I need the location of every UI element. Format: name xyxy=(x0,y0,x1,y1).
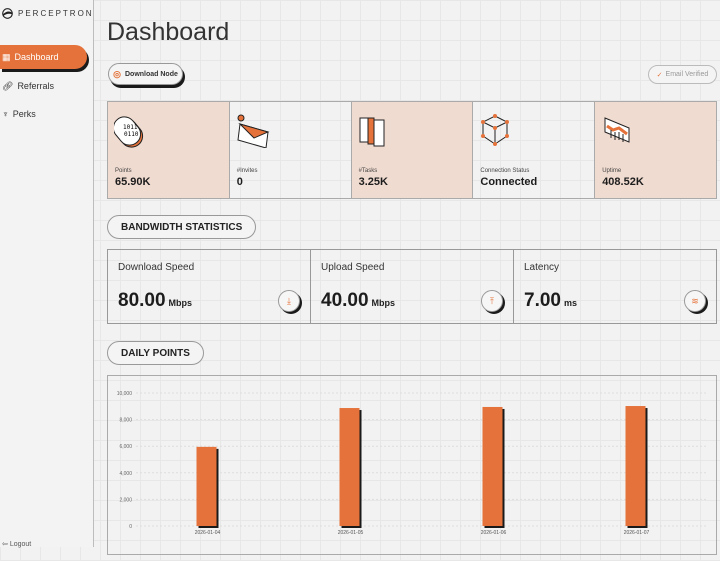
logout-label: Logout xyxy=(9,541,32,548)
bar xyxy=(625,406,646,526)
upload-speed-label: Upload Speed xyxy=(321,262,385,273)
stat-tasks: #Tasks 3.25K xyxy=(351,102,474,198)
brand-name: PERCEPTRON xyxy=(18,9,94,18)
stat-value: 65.90K xyxy=(115,176,151,188)
sidebar: PERCEPTRON ▦ Dashboard 🔗︎ Referrals ♆ Perks… xyxy=(0,0,94,548)
value-unit: Mbps xyxy=(168,298,193,308)
sidebar-item-label: Perks xyxy=(12,109,36,119)
value-unit: ms xyxy=(563,298,577,308)
value-number: 40.00 xyxy=(321,290,369,311)
bar xyxy=(196,446,217,526)
bar xyxy=(482,406,503,526)
value-number: 80.00 xyxy=(118,290,166,311)
svg-text:0110: 0110 xyxy=(124,131,139,138)
y-tick-label: 0 xyxy=(129,524,132,530)
trophy-icon: ♆ xyxy=(2,109,9,119)
daily-points-chart: 0 2,000 4,000 6,000 8,000 10,000 2026-01-04 202… xyxy=(107,375,717,555)
email-verified-button[interactable]: ✓ Email Verified xyxy=(648,65,717,84)
link-icon: 🔗︎ xyxy=(2,80,14,91)
sidebar-item-label: Dashboard xyxy=(14,52,59,62)
books-icon xyxy=(359,117,385,147)
stats-row: 1011 0110 Points 65.90K #Invites 0 #Tasks… xyxy=(107,101,717,199)
stat-label: Connection Status xyxy=(480,168,530,174)
stat-invites: #Invites 0 xyxy=(230,102,352,198)
bar-chart-icon xyxy=(604,117,630,143)
stat-label: #Tasks xyxy=(358,168,378,174)
download-speed-card: Download Speed 80.00 Mbps ⤓ xyxy=(108,250,311,323)
x-tick-label: 2026-01-04 xyxy=(195,530,221,536)
sidebar-item-referrals[interactable]: 🔗︎ Referrals xyxy=(0,74,87,98)
upload-speed-value: 40.00 Mbps xyxy=(321,290,395,312)
stat-value: Connected xyxy=(480,176,538,188)
bandwidth-statistics-heading: BANDWIDTH STATISTICS xyxy=(107,215,257,239)
page-title: Dashboard xyxy=(107,18,230,46)
value-unit: Mbps xyxy=(371,298,396,308)
stat-value: 0 xyxy=(236,176,243,188)
latency-label: Latency xyxy=(524,262,560,273)
grid-icon: ▦ xyxy=(2,51,11,62)
upload-speed-card: Upload Speed 40.00 Mbps ⤒ xyxy=(311,250,514,323)
daily-points-heading: DAILY POINTS xyxy=(107,341,204,365)
stat-label: Uptime xyxy=(602,168,622,174)
bandwidth-panel: Download Speed 80.00 Mbps ⤓ Upload Speed … xyxy=(107,249,717,324)
svg-text:1011: 1011 xyxy=(123,124,138,131)
wifi-icon[interactable]: ≋ xyxy=(684,290,706,312)
sidebar-item-perks[interactable]: ♆ Perks xyxy=(0,102,87,126)
sidebar-item-label: Referrals xyxy=(17,81,54,91)
perceptron-logo-icon xyxy=(2,8,13,19)
logo: PERCEPTRON xyxy=(2,8,94,19)
logout-button[interactable]: ⇦ Logout xyxy=(2,541,32,548)
bar xyxy=(339,408,360,526)
download-node-icon: ◎ xyxy=(113,68,121,79)
stat-uptime: Uptime 408.52K xyxy=(595,102,716,198)
download-speed-label: Download Speed xyxy=(118,262,195,273)
value-number: 7.00 xyxy=(524,290,561,311)
stat-label: #Invites xyxy=(236,168,258,174)
y-tick-label: 2,000 xyxy=(119,497,132,503)
email-verified-label: Email Verified xyxy=(665,71,709,78)
x-tick-label: 2026-01-05 xyxy=(338,530,364,536)
sidebar-item-dashboard[interactable]: ▦ Dashboard xyxy=(0,45,87,69)
download-node-button[interactable]: ◎ Download Node xyxy=(108,63,183,85)
download-node-label: Download Node xyxy=(124,70,178,78)
bar-chart: 0 2,000 4,000 6,000 8,000 10,000 2026-01-04 202… xyxy=(117,391,708,536)
latency-card: Latency 7.00 ms ≋ xyxy=(514,250,716,323)
upload-icon[interactable]: ⤒ xyxy=(481,290,503,312)
y-tick-label: 6,000 xyxy=(119,444,132,450)
download-icon[interactable]: ⤓ xyxy=(278,290,300,312)
envelope-icon xyxy=(237,114,270,148)
y-tick-label: 8,000 xyxy=(119,418,132,424)
x-tick-label: 2026-01-07 xyxy=(624,530,650,536)
download-speed-value: 80.00 Mbps xyxy=(118,290,192,312)
y-tick-label: 4,000 xyxy=(119,471,132,477)
y-tick-label: 10,000 xyxy=(117,391,133,397)
cube-network-icon xyxy=(481,114,510,146)
stat-value: 408.52K xyxy=(602,176,644,188)
stat-connection-status: Connection Status Connected xyxy=(473,102,596,198)
stat-points: 1011 0110 Points 65.90K xyxy=(108,102,230,198)
x-tick-label: 2026-01-06 xyxy=(481,530,507,536)
stat-label: Points xyxy=(115,168,132,174)
check-icon: ✓ xyxy=(656,71,663,79)
stat-value: 3.25K xyxy=(358,176,388,188)
latency-value: 7.00 ms xyxy=(524,290,577,312)
